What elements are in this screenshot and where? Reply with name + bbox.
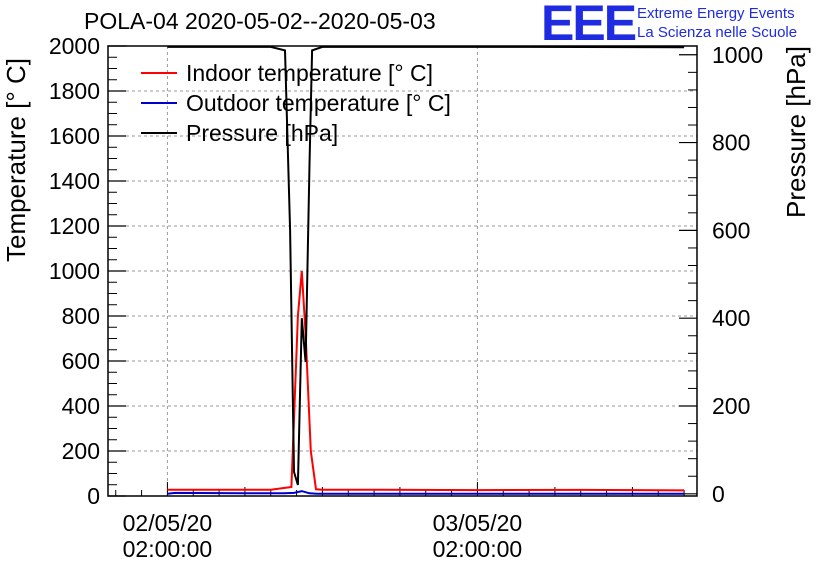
- indoor-temperature-line: [167, 270, 685, 492]
- y2-axis-title: Pressure [hPa]: [781, 46, 811, 218]
- y-tick-label: 800: [62, 303, 100, 329]
- y2-tick-label: 1000: [712, 42, 763, 68]
- y2-tick-label: 400: [712, 305, 750, 331]
- chart-title: POLA-04 2020-05-02--2020-05-03: [84, 8, 436, 34]
- x-tick-label-time: 02:00:00: [433, 536, 523, 562]
- y-axis-title: Temperature [° C]: [1, 58, 31, 262]
- y-tick-label: 1400: [49, 168, 100, 194]
- logo-subtitle-line1: Extreme Energy Events: [637, 5, 795, 22]
- y-tick-label: 400: [62, 393, 100, 419]
- y2-tick-label: 600: [712, 217, 750, 243]
- y-tick-label: 200: [62, 438, 100, 464]
- legend-outdoor-label: Outdoor temperature [° C]: [186, 90, 451, 116]
- y-tick-label: 1600: [49, 123, 100, 149]
- legend-indoor-label: Indoor temperature [° C]: [186, 60, 433, 86]
- logo-subtitle-line2: La Scienza nelle Scuole: [637, 24, 798, 41]
- y-tick-label: 0: [87, 483, 100, 509]
- y2-tick-label: 800: [712, 130, 750, 156]
- pressure-line: [167, 45, 685, 486]
- y-tick-label: 1800: [49, 78, 100, 104]
- x-tick-label-time: 02:00:00: [123, 536, 213, 562]
- x-tick-label-date: 03/05/20: [433, 510, 523, 536]
- y-tick-label: 600: [62, 348, 100, 374]
- legend-pressure-label: Pressure [hPa]: [186, 120, 338, 146]
- y-tick-label: 2000: [49, 33, 100, 59]
- y-tick-label: 1000: [49, 258, 100, 284]
- y-tick-label: 1200: [49, 213, 100, 239]
- eee-logo: EEE: [541, 0, 637, 51]
- x-tick-label-date: 02/05/20: [123, 510, 213, 536]
- y2-tick-label: 200: [712, 393, 750, 419]
- outdoor-temperature-line: [167, 490, 685, 495]
- y2-tick-label: 0: [712, 481, 725, 507]
